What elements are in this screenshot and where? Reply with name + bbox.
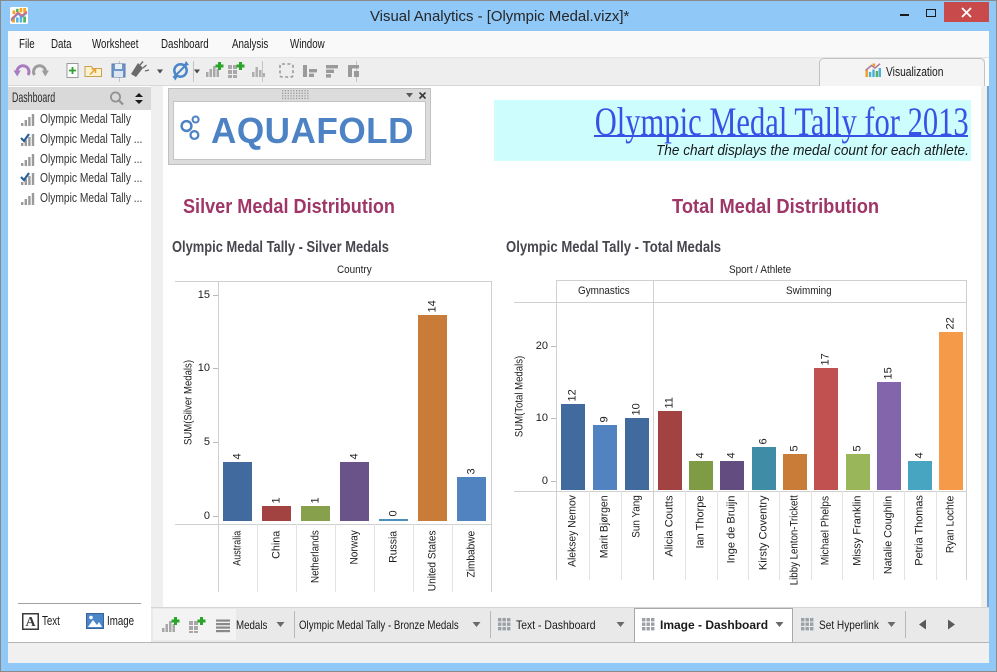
svg-text:A: A [25,615,36,630]
